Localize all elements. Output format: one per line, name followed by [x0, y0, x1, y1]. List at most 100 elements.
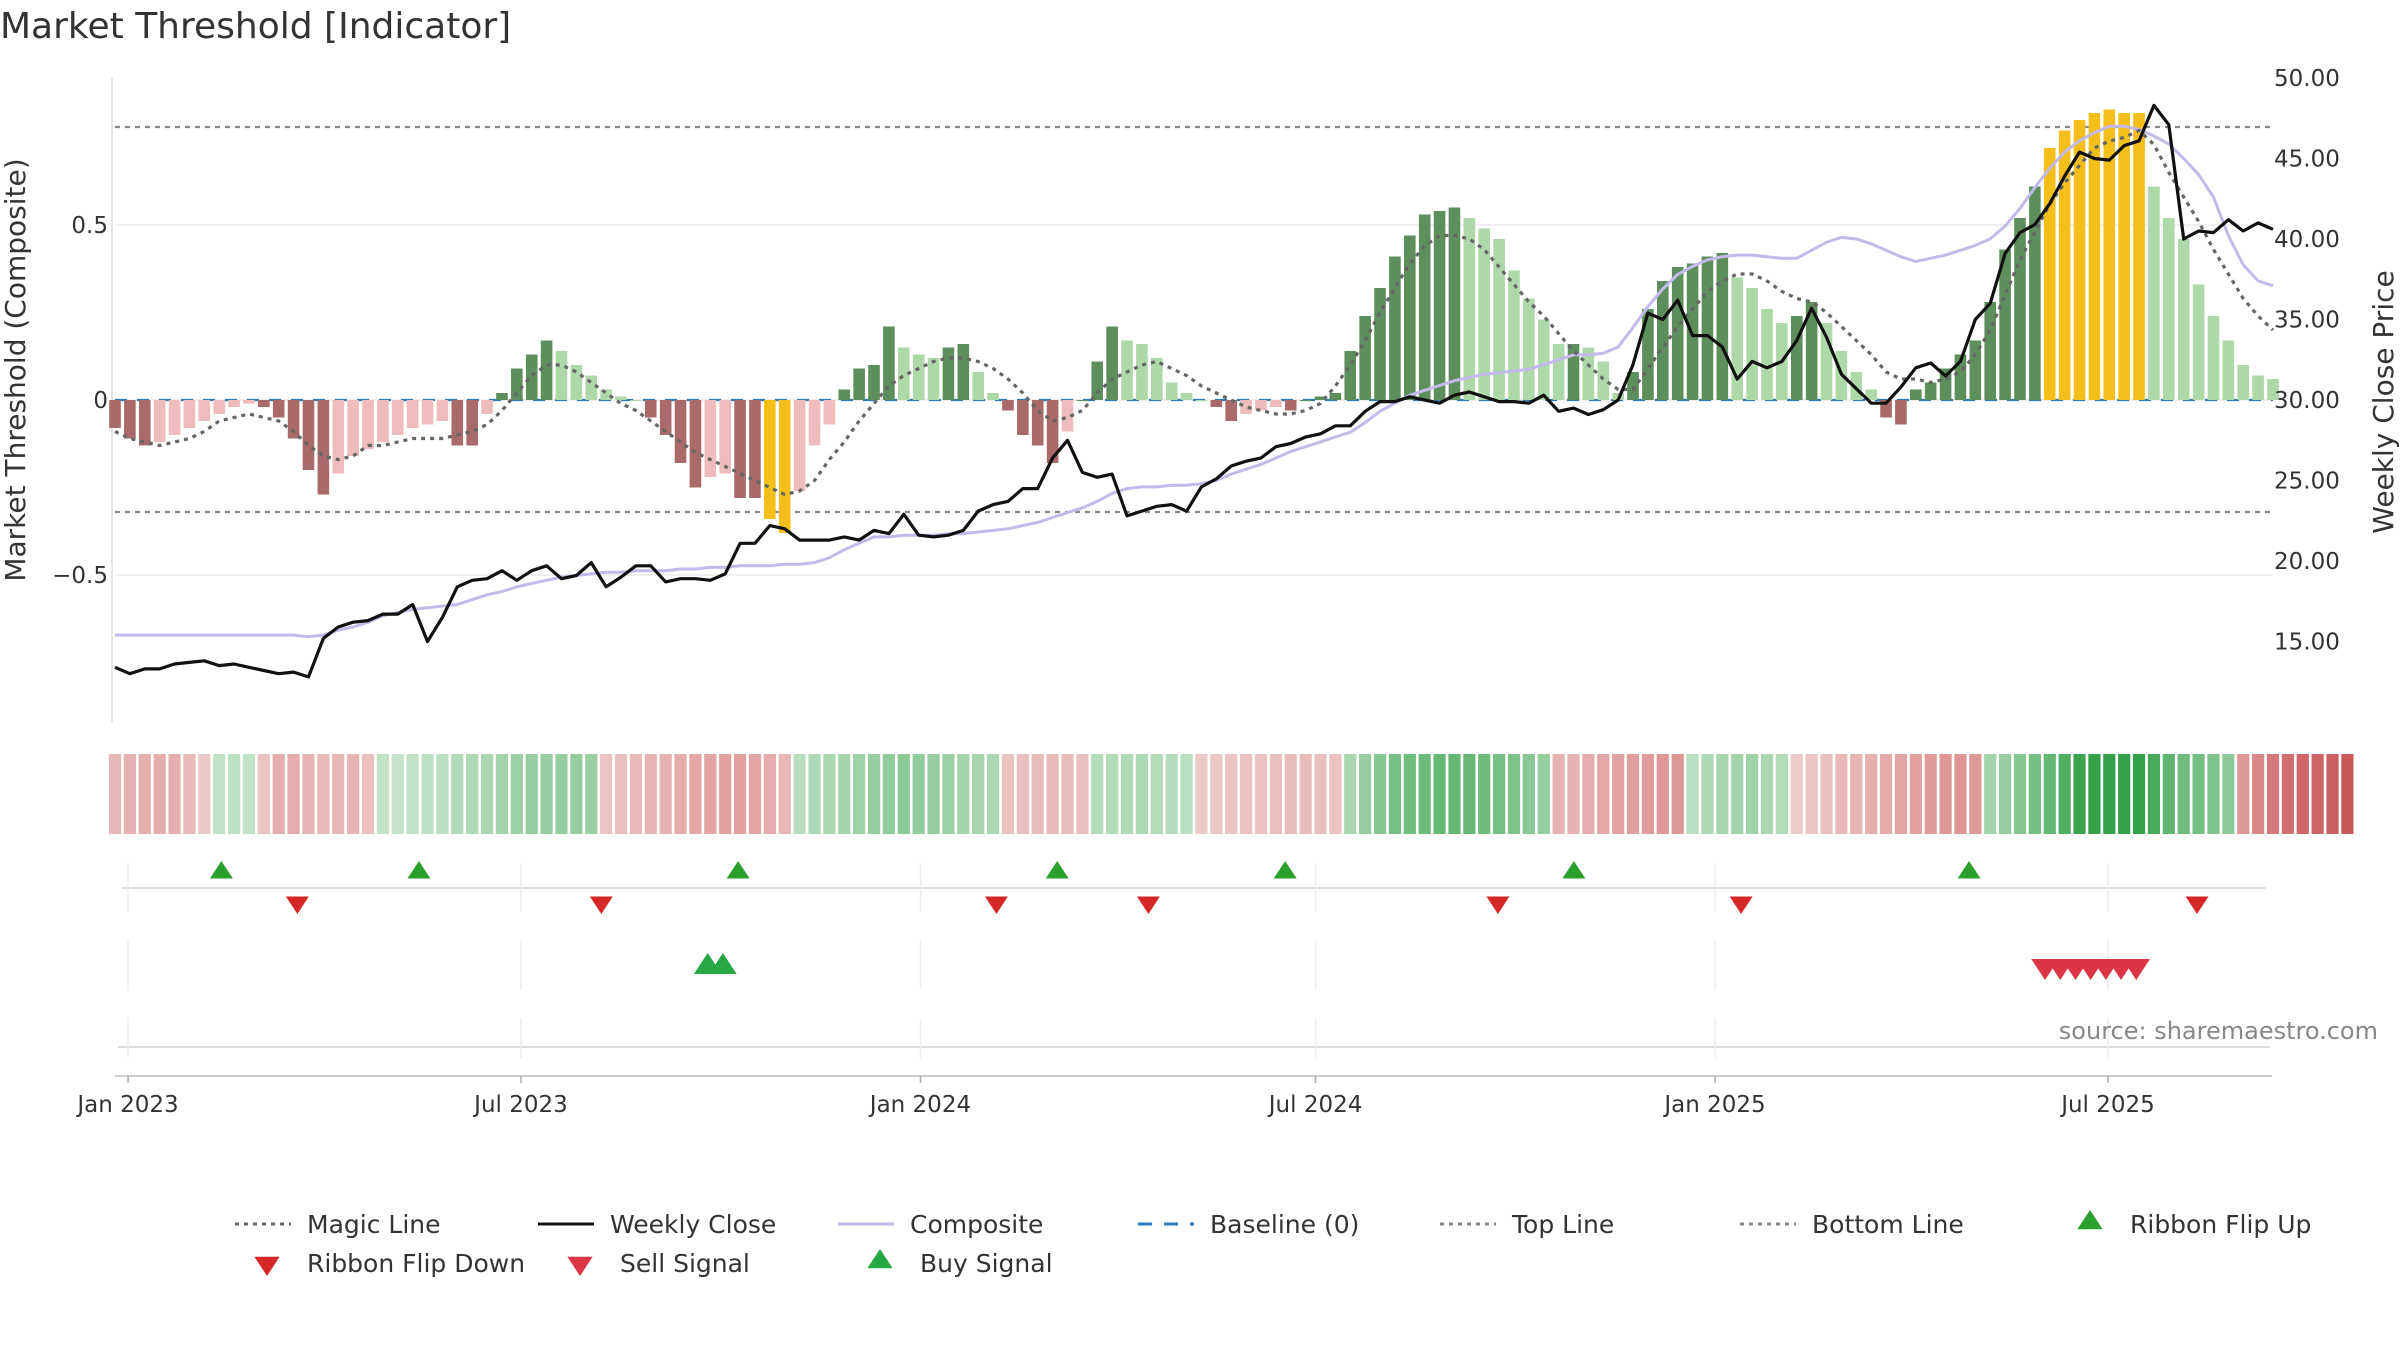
chart-title: Market Threshold [Indicator] — [0, 6, 511, 47]
y2-tick-label: 15.00 — [2274, 630, 2340, 656]
composite-bar — [1805, 302, 1818, 400]
weekly-close-line — [114, 103, 2274, 679]
ribbon-cell — [1299, 754, 1312, 834]
composite-bar — [1850, 372, 1863, 400]
composite-bar — [1076, 400, 1089, 401]
ribbon-cell — [525, 754, 538, 834]
ribbon-cell — [1344, 754, 1357, 834]
ribbon-cell — [421, 754, 434, 834]
composite-bar — [868, 365, 880, 400]
y-tick-label: −0.5 — [52, 563, 108, 589]
composite-bar — [1359, 316, 1371, 400]
right-axis-ticks: 50.00 45.00 40.00 35.00 30.00 25.00 20.00 15.00 — [2274, 66, 2340, 656]
x-tick-label: Jan 2025 — [1662, 1092, 1765, 1118]
composite-bar — [1165, 382, 1178, 400]
composite-bar — [421, 400, 434, 425]
composite-bar — [362, 400, 374, 449]
composite-bar — [1314, 396, 1327, 400]
composite-bar — [585, 375, 598, 400]
ribbon-cell — [332, 754, 345, 834]
ribbon-cell — [272, 754, 285, 834]
ribbon-cell — [2311, 754, 2324, 834]
ribbon-flip-down-marker — [589, 896, 613, 914]
ribbon-cell — [1001, 754, 1015, 834]
composite-bar — [615, 396, 627, 400]
ribbon-cell — [1671, 754, 1684, 834]
composite-bar — [1954, 354, 1967, 400]
composite-bar — [1939, 368, 1952, 400]
composite-bar — [972, 372, 985, 400]
ribbon-cell — [1865, 754, 1878, 834]
ribbon-cell — [1225, 754, 1238, 834]
ribbon-cell — [302, 754, 315, 834]
legend-item: Top Line — [1440, 1210, 1614, 1239]
composite-bar — [1969, 340, 1982, 400]
composite-bar — [927, 358, 940, 400]
ribbon-cell — [495, 754, 509, 834]
ribbon-cell — [451, 754, 464, 834]
ribbon-flip-down-marker — [2185, 896, 2209, 914]
ribbon-cell — [1790, 754, 1803, 834]
x-tick-label: Jan 2023 — [75, 1092, 178, 1118]
composite-bar — [1374, 288, 1386, 400]
composite-bar — [2029, 186, 2041, 400]
composite-bar — [1403, 235, 1416, 400]
composite-bar — [525, 354, 538, 400]
ribbon-cell — [376, 754, 389, 834]
ribbon-cell — [2058, 754, 2071, 834]
composite-bar — [1448, 207, 1461, 400]
ribbon-cell — [1746, 754, 1759, 834]
ribbon-cell — [480, 754, 494, 834]
y2-tick-label: 40.00 — [2274, 227, 2340, 253]
ribbon-cell — [2207, 754, 2220, 834]
composite-bar — [1790, 316, 1803, 400]
ribbon-cell — [2341, 754, 2354, 834]
ribbon-cell — [614, 754, 628, 834]
ribbon-cell — [213, 754, 226, 834]
composite-bar — [764, 400, 776, 519]
composite-bar — [540, 340, 553, 400]
legend-item: Ribbon Flip Up — [2077, 1210, 2311, 1239]
composite-bar — [2088, 113, 2101, 400]
ribbon-cell — [2043, 754, 2056, 834]
composite-bar — [2058, 130, 2071, 400]
composite-bar — [1299, 400, 1312, 401]
ribbon-cell — [242, 754, 256, 834]
ribbon-cell — [317, 754, 330, 834]
composite-bar — [347, 400, 359, 456]
ribbon-cell — [882, 754, 896, 834]
composite-bar — [1701, 256, 1714, 400]
ribbon-cell — [585, 754, 598, 834]
y2-tick-label: 50.00 — [2274, 66, 2340, 92]
composite-bar — [1627, 372, 1639, 400]
legend-marker-down — [567, 1256, 593, 1276]
ribbon-cell — [347, 754, 360, 834]
source-note: source: sharemaestro.com — [2059, 1017, 2378, 1045]
composite-bar — [644, 400, 657, 418]
composite-bar — [1523, 298, 1535, 400]
ribbon-cell — [942, 754, 955, 834]
ribbon-cell — [972, 754, 985, 834]
ribbon-cell — [436, 754, 449, 834]
x-axis: Jan 2023 Jul 2023 Jan 2024 Jul 2024 Jan 2025… — [75, 1075, 2272, 1118]
composite-bar — [793, 400, 806, 491]
left-axis-title: Market Threshold (Composite) — [0, 158, 32, 581]
composite-bar — [228, 400, 240, 407]
composite-bar — [332, 400, 345, 474]
x-tick-label: Jan 2024 — [868, 1092, 971, 1118]
ribbon-cell — [466, 754, 479, 834]
composite-bar — [1195, 400, 1208, 401]
composite-bar — [1731, 277, 1744, 400]
ribbon-cell — [778, 754, 791, 834]
ribbon-cell — [555, 754, 568, 834]
composite-bar — [600, 389, 612, 400]
ribbon-cell — [1656, 754, 1669, 834]
composite-bar — [213, 400, 225, 414]
ribbon-cell — [1582, 754, 1595, 834]
composite-bar — [1463, 218, 1476, 400]
ribbon-cell — [406, 754, 419, 834]
ribbon-cell — [2073, 754, 2086, 834]
ribbon-cell — [1135, 754, 1149, 834]
y2-tick-label: 35.00 — [2274, 308, 2340, 334]
ribbon-flip-up-marker — [407, 861, 431, 879]
